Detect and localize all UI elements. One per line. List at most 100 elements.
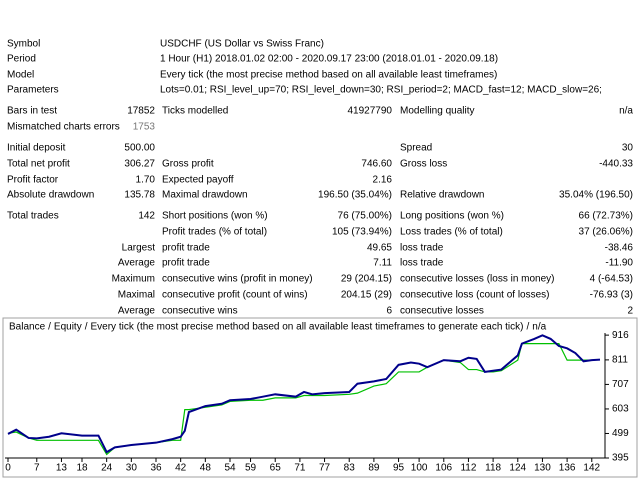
info-label: Parameters xyxy=(7,85,59,96)
stat-label: consecutive wins xyxy=(162,306,238,317)
series-line xyxy=(7,334,601,454)
stat-label: profit trade xyxy=(162,243,210,254)
legend-note: Every tick (the most precise method base… xyxy=(91,322,524,333)
chart-frame xyxy=(2,317,638,478)
stat-value: 306.27 xyxy=(124,159,155,170)
stat-value: 746.60 xyxy=(361,159,392,170)
y-tick-label: 603 xyxy=(612,404,629,415)
info-label: Symbol xyxy=(7,39,40,50)
stat-label: Absolute drawdown xyxy=(7,190,94,201)
x-tick-label: 71 xyxy=(294,463,306,474)
stat-label: Average xyxy=(118,258,156,269)
stat-value: 76 (75.00%) xyxy=(338,211,392,222)
stat-label: consecutive losses (loss in money) xyxy=(400,274,555,285)
y-tick-label: 499 xyxy=(612,428,629,439)
x-tick-label: 100 xyxy=(411,463,428,474)
stat-label: Initial deposit xyxy=(7,143,66,154)
x-tick-label: 118 xyxy=(485,463,501,474)
stat-value: 2.16 xyxy=(373,175,393,186)
stat-label: Profit trades (% of total) xyxy=(162,227,267,238)
x-tick-label: 112 xyxy=(460,463,476,474)
stat-label: Maximal drawdown xyxy=(162,190,248,201)
x-tick-label: 77 xyxy=(319,463,331,474)
stat-label: Spread xyxy=(400,143,432,154)
x-tick-label: 89 xyxy=(368,463,380,474)
x-tick-label: 7 xyxy=(34,463,40,474)
stat-value: -440.33 xyxy=(599,159,633,170)
stat-label: Gross profit xyxy=(162,159,214,170)
x-tick-label: 24 xyxy=(101,463,113,474)
stat-value: 1753 xyxy=(133,122,156,133)
y-tick-label: 811 xyxy=(612,355,628,366)
stat-label: Maximal xyxy=(118,290,155,301)
stat-value: n/a xyxy=(619,106,633,117)
x-tick-label: 124 xyxy=(509,463,526,474)
stat-label: loss trade xyxy=(400,258,444,269)
x-tick-label: 54 xyxy=(224,463,236,474)
info-value: 1 Hour (H1) 2018.01.02 02:00 - 2020.09.1… xyxy=(160,54,498,65)
stat-label: Gross loss xyxy=(400,159,447,170)
stat-label: loss trade xyxy=(400,243,444,254)
stat-label: Bars in test xyxy=(7,106,57,117)
stat-value: 17852 xyxy=(127,106,155,117)
info-value: Every tick (the most precise method base… xyxy=(160,70,497,81)
stat-label: consecutive losses xyxy=(400,306,484,317)
x-tick-label: 142 xyxy=(583,463,600,474)
x-tick-label: 130 xyxy=(534,463,551,474)
stat-label: profit trade xyxy=(162,258,210,269)
stat-value: 41927790 xyxy=(348,106,393,117)
stat-value: -11.90 xyxy=(605,258,633,269)
stat-value: 37 (26.06%) xyxy=(579,227,633,238)
stat-value: 196.50 (35.04%) xyxy=(318,190,392,201)
x-tick-label: 13 xyxy=(56,463,68,474)
x-tick-label: 0 xyxy=(5,463,11,474)
info-label: Model xyxy=(7,70,34,81)
stat-label: Short positions (won %) xyxy=(162,211,268,222)
stat-label: Average xyxy=(118,306,156,317)
x-tick-label: 36 xyxy=(150,463,162,474)
legend-separator: / xyxy=(48,322,51,333)
info-value: Lots=0.01; RSI_level_up=70; RSI_level_do… xyxy=(160,85,602,96)
x-tick-label: 106 xyxy=(435,463,452,474)
legend-separator: / xyxy=(526,322,529,333)
stat-value: 35.04% (196.50) xyxy=(559,190,633,201)
stat-value: -38.46 xyxy=(605,243,634,254)
series-line xyxy=(7,343,601,456)
stat-label: Modelling quality xyxy=(400,106,475,117)
x-tick-label: 59 xyxy=(245,463,257,474)
stat-label: Long positions (won %) xyxy=(400,211,504,222)
stat-value: -76.93 (3) xyxy=(590,290,633,301)
stat-value: 142 xyxy=(138,211,155,222)
stat-label: Profit factor xyxy=(7,175,59,186)
stat-label: consecutive profit (count of wins) xyxy=(162,290,308,301)
x-tick-label: 95 xyxy=(393,463,405,474)
stat-label: Relative drawdown xyxy=(400,190,485,201)
stat-value: 4 (-64.53) xyxy=(590,274,633,285)
stat-value: 500.00 xyxy=(124,143,155,154)
stat-value: 1.70 xyxy=(136,175,156,186)
stat-label: Mismatched charts errors xyxy=(7,122,120,133)
stat-value: 30 xyxy=(622,143,634,154)
stat-label: Total net profit xyxy=(7,159,70,170)
stat-value: 204.15 (29) xyxy=(341,290,392,301)
x-tick-label: 30 xyxy=(126,463,138,474)
stat-value: 135.78 xyxy=(124,190,155,201)
stat-value: 66 (72.73%) xyxy=(579,211,633,222)
stat-label: Loss trades (% of total) xyxy=(400,227,503,238)
x-tick-label: 136 xyxy=(559,463,576,474)
stat-label: Expected payoff xyxy=(162,175,234,186)
x-tick-label: 65 xyxy=(270,463,282,474)
info-label: Period xyxy=(7,54,36,65)
stat-label: consecutive loss (count of losses) xyxy=(400,290,550,301)
y-tick-label: 395 xyxy=(612,453,629,464)
stat-value: 29 (204.15) xyxy=(341,274,392,285)
y-tick-label: 916 xyxy=(612,330,629,341)
stat-label: Total trades xyxy=(7,211,59,222)
x-tick-label: 42 xyxy=(175,463,187,474)
stat-value: 6 xyxy=(386,306,392,317)
info-value: USDCHF (US Dollar vs Swiss Franc) xyxy=(160,39,324,50)
x-tick-label: 48 xyxy=(200,463,212,474)
stat-value: 7.11 xyxy=(373,258,392,269)
